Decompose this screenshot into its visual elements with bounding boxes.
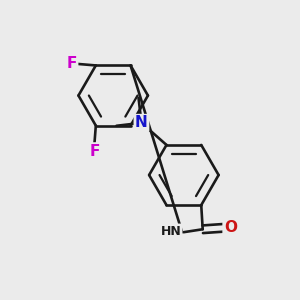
Text: O: O (224, 220, 237, 235)
Text: F: F (89, 144, 100, 159)
Text: HN: HN (160, 225, 181, 238)
Text: F: F (67, 56, 77, 71)
Text: N: N (135, 116, 148, 130)
